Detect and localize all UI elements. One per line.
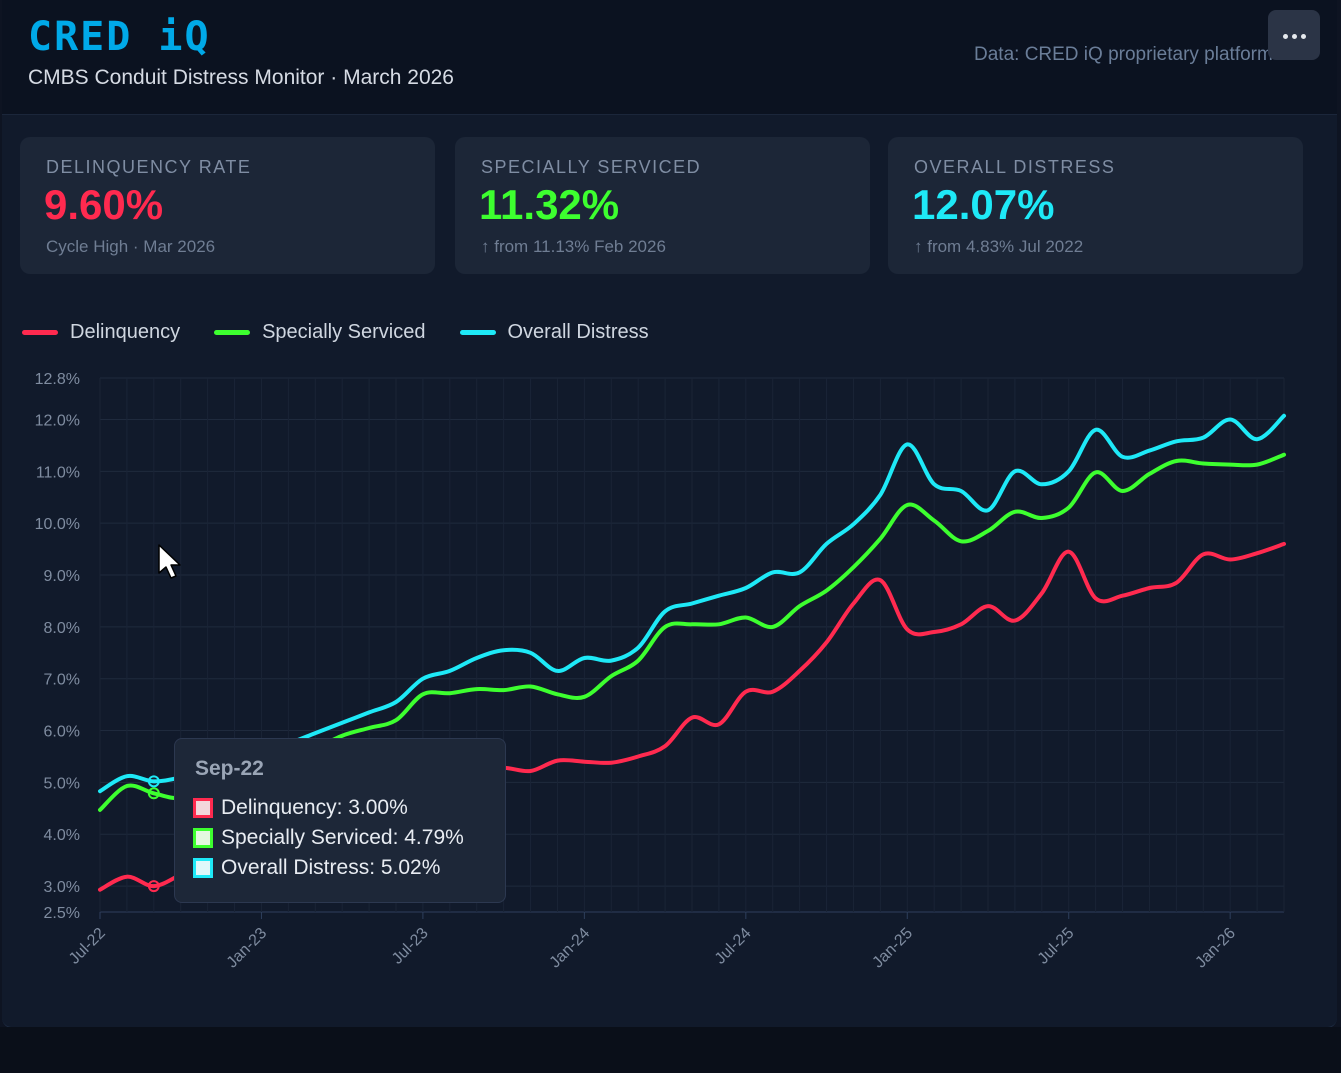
legend-swatch (459, 329, 496, 335)
y-tick-label: 11.0% (36, 464, 80, 481)
y-tick-label: 2.5% (44, 905, 80, 922)
tooltip-swatch (193, 828, 213, 848)
dashboard-card: CRED iQ CMBS Conduit Distress Monitor · … (2, 0, 1337, 1028)
kpi-label: OVERALL DISTRESS (914, 157, 1116, 177)
y-tick-label: 3.0% (44, 879, 80, 896)
kpi-card-specially-serviced: SPECIALLY SERVICED 11.32% ↑ from 11.13% … (455, 137, 870, 274)
y-tick-label: 12.0% (35, 412, 80, 429)
data-source-note: Data: CRED iQ proprietary platform (974, 44, 1273, 65)
tooltip-row-overall-distress: Overall Distress: 5.02% (193, 856, 440, 880)
kpi-subtext: Cycle High · Mar 2026 (46, 237, 216, 256)
kpi-value: 12.07% (912, 181, 1055, 228)
y-tick-label: 6.0% (44, 724, 80, 741)
y-tick-label: 8.0% (44, 620, 80, 637)
y-axis: 2.5% 3.0% 4.0% 5.0% 6.0% 7.0% 8.0% 9.0% 10.0% 11.… (35, 371, 80, 922)
x-tick-label: Jan-26 (1192, 925, 1239, 972)
header: CRED iQ CMBS Conduit Distress Monitor · … (2, 0, 1337, 115)
tooltip-text: Delinquency: 3.00% (221, 796, 408, 819)
x-tick-label: Jul-22 (66, 925, 109, 968)
legend-swatch (22, 329, 58, 335)
kpi-card-delinquency: DELINQUENCY RATE 9.60% Cycle High · Mar … (20, 137, 435, 274)
legend-item-overall-distress[interactable]: Overall Distress (459, 320, 649, 344)
tooltip-row-specially-serviced: Specially Serviced: 4.79% (193, 826, 464, 850)
x-tick-label: Jul-25 (1035, 925, 1078, 968)
x-tick-label: Jan-23 (224, 925, 271, 972)
tooltip-swatch (193, 798, 213, 818)
y-tick-label: 7.0% (44, 672, 80, 689)
kpi-value: 11.32% (479, 181, 620, 228)
more-options-button[interactable] (1268, 10, 1320, 60)
tooltip-row-delinquency: Delinquency: 3.00% (193, 796, 408, 820)
footer-strip (0, 1027, 1341, 1073)
y-tick-label: 12.8% (35, 371, 80, 388)
kpi-label: SPECIALLY SERVICED (481, 157, 702, 177)
y-tick-label: 4.0% (44, 827, 80, 844)
kpi-subtext: ↑ from 11.13% Feb 2026 (481, 237, 666, 256)
hover-point (147, 787, 160, 800)
tooltip-text: Specially Serviced: 4.79% (221, 826, 464, 849)
page-subtitle: CMBS Conduit Distress Monitor · March 20… (28, 66, 454, 89)
legend-item-delinquency[interactable]: Delinquency (22, 321, 180, 344)
y-tick-label: 5.0% (44, 775, 80, 792)
legend-label: Specially Serviced (262, 320, 426, 343)
x-tick-label: Jul-23 (389, 925, 432, 968)
mouse-pointer-icon (158, 544, 181, 579)
legend-swatch (214, 329, 251, 335)
x-tick-label: Jan-25 (869, 925, 916, 972)
x-axis: Jul-22 Jan-23 Jul-23 Jan-24 Jul-24 Jan-25 Jul-… (66, 912, 1239, 971)
x-tick-label: Jan-24 (547, 925, 594, 972)
tooltip-text: Overall Distress: 5.02% (221, 856, 441, 879)
chart-tooltip: Sep-22 Delinquency: 3.00% Specially Serv… (174, 738, 506, 903)
legend-label: Delinquency (70, 320, 181, 343)
kpi-card-overall-distress: OVERALL DISTRESS 12.07% ↑ from 4.83% Jul… (888, 137, 1303, 274)
kpi-value: 9.60% (44, 181, 164, 228)
x-tick-label: Jul-24 (712, 925, 755, 968)
kpi-subtext: ↑ from 4.83% Jul 2022 (914, 237, 1084, 256)
kpi-label: DELINQUENCY RATE (46, 157, 252, 177)
tooltip-title: Sep-22 (195, 757, 264, 780)
y-tick-label: 10.0% (35, 516, 80, 533)
brand-logo: CRED iQ (28, 14, 211, 60)
hover-markers (147, 775, 160, 893)
tooltip-swatch (193, 858, 213, 878)
legend-label: Overall Distress (507, 320, 649, 343)
y-tick-label: 9.0% (44, 568, 80, 585)
hover-point (147, 775, 160, 788)
legend-item-specially-serviced[interactable]: Specially Serviced (214, 320, 426, 344)
chart-legend: Delinquency Specially Serviced Overall D… (22, 318, 683, 346)
hover-point (147, 880, 160, 893)
